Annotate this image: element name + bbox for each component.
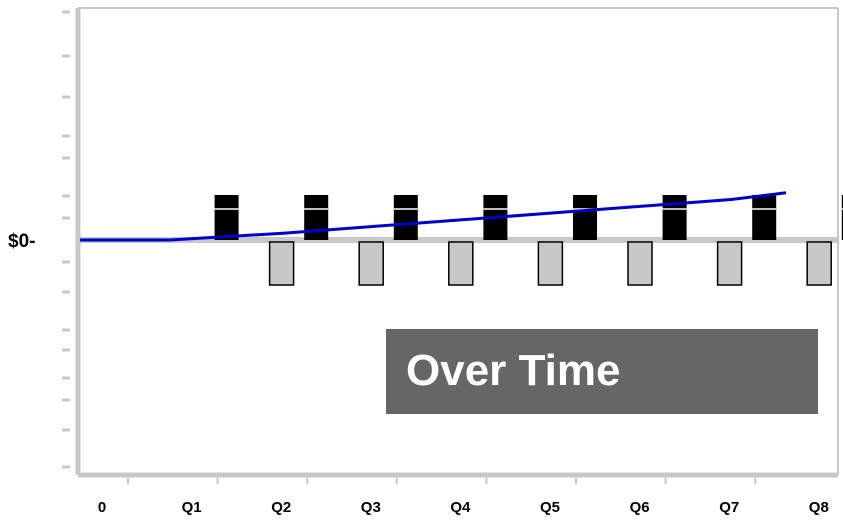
x-tick-label: Q8	[809, 499, 829, 516]
y-zero-label: $0-	[8, 231, 35, 252]
bars	[214, 195, 843, 286]
labels: 0 Q1 Q2 Q3 Q4 Q5 Q6 Q7 Q8 $0-	[8, 231, 829, 516]
x-tick-label: Q2	[271, 499, 291, 516]
bar-positive	[752, 195, 777, 240]
bar-negative	[716, 241, 743, 286]
bar-negative	[268, 241, 295, 286]
x-tick-label: Q1	[182, 499, 202, 516]
trend-line	[80, 191, 787, 242]
bar-negative	[448, 241, 474, 286]
bar-negative	[806, 241, 832, 286]
axes	[62, 7, 839, 484]
over-time-label: Over Time	[406, 346, 621, 395]
bar-negative	[358, 241, 384, 286]
bar-positive	[304, 195, 329, 240]
bar-positive	[214, 195, 239, 240]
bar-positive	[393, 195, 418, 240]
over-time-banner: Over Time	[386, 329, 818, 414]
x-tick-label: Q3	[361, 499, 381, 516]
bar-negative	[627, 241, 653, 286]
x-tick-label: 0	[98, 499, 106, 516]
x-tick-label: Q5	[540, 499, 560, 516]
bar-positive	[573, 195, 597, 240]
x-tick-label: Q7	[719, 499, 739, 516]
bar-negative	[537, 241, 564, 286]
lines	[80, 191, 787, 242]
x-tick-label: Q6	[630, 499, 650, 516]
x-tick-label: Q4	[450, 499, 471, 516]
bar-positive	[841, 195, 843, 240]
